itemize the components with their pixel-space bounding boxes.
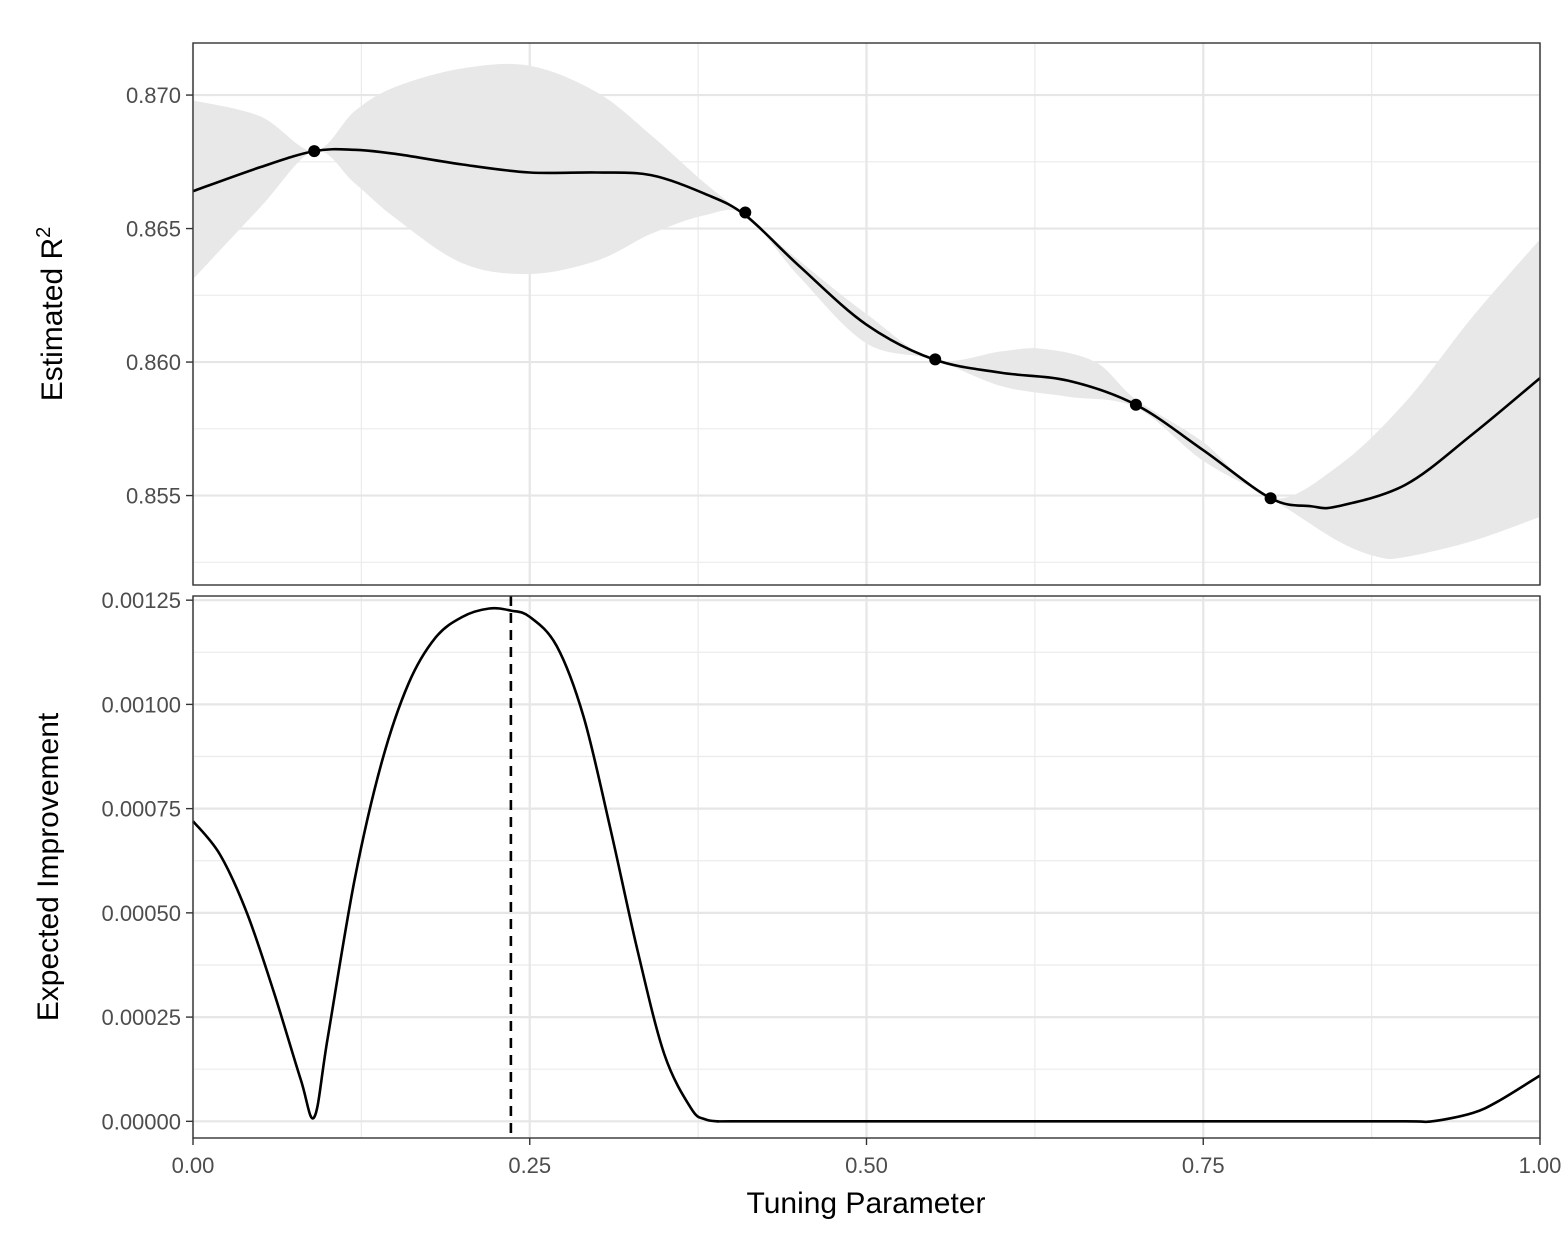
observed-point	[929, 353, 942, 366]
y-tick-label: 0.855	[126, 484, 181, 509]
observed-point	[1129, 398, 1142, 411]
expected-improvement-line	[191, 606, 1541, 1124]
top-panel: 0.855 0.860 0.865 0.870 Estimated R2	[33, 42, 1542, 586]
x-tick-label: 1.00	[1519, 1153, 1562, 1178]
observed-point	[739, 206, 752, 219]
x-axis-title: Tuning Parameter	[746, 1187, 985, 1220]
y-tick-label: 0.860	[126, 350, 181, 375]
bottom-panel: 0.00000 0.00025 0.00050 0.00075 0.00100 0.001…	[32, 588, 1542, 1139]
top-y-axis-title-main: Estimated R	[36, 238, 69, 401]
observed-point	[308, 145, 321, 158]
y-tick-label: 0.00000	[101, 1109, 181, 1134]
bottom-panel-grid	[191, 596, 1542, 1138]
top-panel-grid	[191, 43, 1542, 585]
top-y-axis-ticks: 0.855 0.860 0.865 0.870	[126, 83, 193, 509]
top-y-axis-title-superscript: 2	[33, 227, 55, 238]
y-tick-label: 0.00025	[101, 1005, 181, 1030]
y-tick-label: 0.870	[126, 83, 181, 108]
x-tick-label: 0.50	[845, 1153, 888, 1178]
observed-points	[308, 145, 1277, 505]
top-panel-border	[192, 42, 1541, 586]
y-tick-label: 0.00100	[101, 692, 181, 717]
y-tick-label: 0.865	[126, 217, 181, 242]
x-tick-label: 0.00	[172, 1153, 215, 1178]
x-axis-ticks: 0.00 0.25 0.50 0.75 1.00	[172, 1138, 1562, 1178]
bottom-y-axis-ticks: 0.00000 0.00025 0.00050 0.00075 0.00100 0.001…	[101, 588, 193, 1134]
y-tick-label: 0.00125	[101, 588, 181, 613]
bottom-y-axis-title: Expected Improvement	[32, 712, 65, 1021]
observed-point	[1264, 492, 1277, 505]
top-y-axis-title: Estimated R2	[33, 227, 69, 402]
y-tick-label: 0.00075	[101, 797, 181, 822]
y-tick-label: 0.00050	[101, 901, 181, 926]
x-tick-label: 0.25	[508, 1153, 551, 1178]
mean-estimate-line	[192, 147, 1541, 510]
x-tick-label: 0.75	[1182, 1153, 1225, 1178]
confidence-band	[193, 63, 1540, 559]
